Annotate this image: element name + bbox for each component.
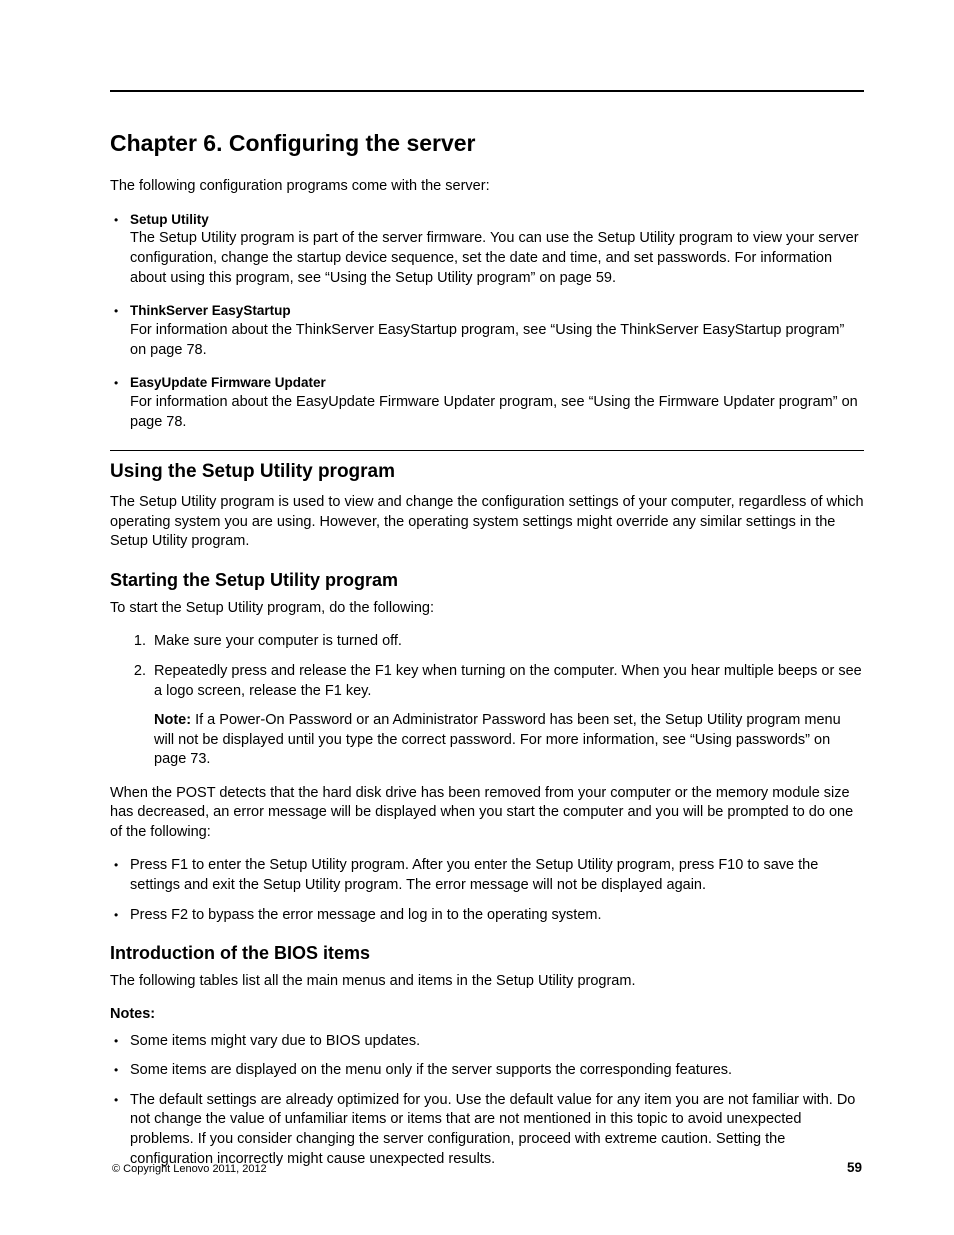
note-label: Note: <box>154 712 191 728</box>
step-item: Make sure your computer is turned off. <box>150 632 864 652</box>
post-bullet-list: Press F1 to enter the Setup Utility prog… <box>110 856 864 925</box>
program-list: Setup Utility The Setup Utility program … <box>110 211 864 433</box>
section-intro: The following tables list all the main m… <box>110 972 864 992</box>
list-item: Press F2 to bypass the error message and… <box>110 906 864 926</box>
step-item: Repeatedly press and release the F1 key … <box>150 662 864 770</box>
list-item: Setup Utility The Setup Utility program … <box>110 211 864 289</box>
program-desc: For information about the EasyUpdate Fir… <box>130 393 864 432</box>
top-rule <box>110 90 864 92</box>
program-title: Setup Utility <box>130 211 864 230</box>
program-title: ThinkServer EasyStartup <box>130 302 864 321</box>
list-item: Some items might vary due to BIOS update… <box>110 1032 864 1052</box>
section-intro: To start the Setup Utility program, do t… <box>110 599 864 619</box>
page-number: 59 <box>847 1160 862 1175</box>
step-text: Repeatedly press and release the F1 key … <box>154 663 862 699</box>
subsection-title: Introduction of the BIOS items <box>110 943 864 964</box>
document-page: Chapter 6. Configuring the server The fo… <box>0 0 954 1235</box>
program-desc: For information about the ThinkServer Ea… <box>130 321 864 360</box>
section-rule <box>110 450 864 451</box>
subsection-title: Starting the Setup Utility program <box>110 570 864 591</box>
list-item: Some items are displayed on the menu onl… <box>110 1061 864 1081</box>
copyright-text: © Copyright Lenovo 2011, 2012 <box>112 1163 267 1175</box>
list-item: Press F1 to enter the Setup Utility prog… <box>110 856 864 895</box>
page-footer: © Copyright Lenovo 2011, 2012 59 <box>112 1160 862 1175</box>
program-title: EasyUpdate Firmware Updater <box>130 374 864 393</box>
section-body: The Setup Utility program is used to vie… <box>110 493 864 552</box>
list-item: The default settings are already optimiz… <box>110 1091 864 1169</box>
post-paragraph: When the POST detects that the hard disk… <box>110 784 864 843</box>
chapter-title: Chapter 6. Configuring the server <box>110 130 864 157</box>
notes-label: Notes: <box>110 1006 864 1022</box>
program-desc: The Setup Utility program is part of the… <box>130 229 864 288</box>
step-text: Make sure your computer is turned off. <box>154 633 402 649</box>
note-text: If a Power-On Password or an Administrat… <box>154 712 841 767</box>
steps-list: Make sure your computer is turned off. R… <box>110 632 864 769</box>
list-item: ThinkServer EasyStartup For information … <box>110 302 864 360</box>
list-item: EasyUpdate Firmware Updater For informat… <box>110 374 864 432</box>
chapter-intro: The following configuration programs com… <box>110 177 864 197</box>
section-title: Using the Setup Utility program <box>110 461 864 483</box>
notes-list: Some items might vary due to BIOS update… <box>110 1032 864 1169</box>
note-block: Note: If a Power-On Password or an Admin… <box>154 711 864 770</box>
